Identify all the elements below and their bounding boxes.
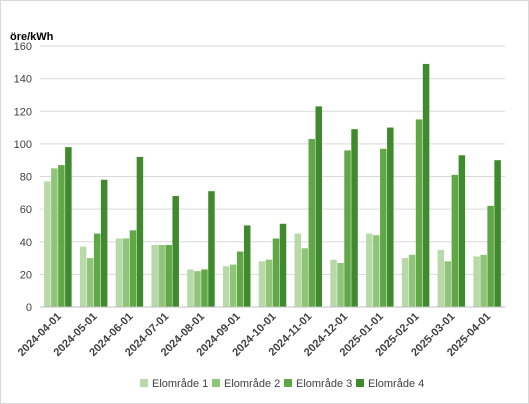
bar <box>301 248 309 307</box>
bar <box>243 225 251 307</box>
bar <box>308 138 316 307</box>
bar <box>44 181 51 307</box>
y-axis-ticks: 0 20 40 60 80 100 120 140 160 <box>14 41 32 314</box>
legend-label: Elområde 3 <box>296 378 352 390</box>
bar <box>458 155 466 307</box>
bar <box>201 269 208 307</box>
bar <box>115 238 123 307</box>
bar <box>187 269 194 307</box>
bar <box>51 168 58 307</box>
legend-label: Elområde 4 <box>368 378 424 390</box>
y-axis-title: öre/kWh <box>10 31 54 43</box>
bar <box>487 205 494 307</box>
bar <box>229 264 237 307</box>
legend-label: Elområde 2 <box>224 378 280 390</box>
legend-label: Elområde 1 <box>152 378 208 390</box>
bar <box>222 266 230 307</box>
bar <box>330 259 337 307</box>
bars <box>40 63 505 308</box>
y-tick-label: 40 <box>20 237 32 249</box>
bar <box>451 174 459 307</box>
y-tick-label: 120 <box>14 106 32 118</box>
bar <box>93 233 101 307</box>
legend-swatch <box>356 379 364 387</box>
bar <box>437 249 445 307</box>
bar <box>415 119 423 307</box>
bar <box>480 254 487 307</box>
bar <box>258 261 266 307</box>
bar <box>194 271 201 307</box>
bar <box>151 245 158 307</box>
bar <box>408 254 416 307</box>
bar <box>165 245 172 307</box>
bar <box>387 127 394 307</box>
bar <box>100 179 108 307</box>
bar <box>444 261 452 307</box>
bar <box>344 150 351 307</box>
y-tick-label: 80 <box>20 172 32 184</box>
gridlines <box>40 45 505 308</box>
bar <box>208 191 215 307</box>
bar <box>373 235 380 307</box>
bar <box>351 129 358 307</box>
bar <box>294 233 302 307</box>
y-tick-label: 60 <box>20 204 32 216</box>
bar <box>172 196 179 307</box>
bar <box>58 165 65 307</box>
bar <box>129 230 137 307</box>
bar <box>79 246 87 307</box>
y-tick-label: 160 <box>14 41 32 53</box>
bar <box>401 258 409 307</box>
bar <box>315 106 323 307</box>
bar <box>136 156 144 307</box>
bar <box>279 223 287 307</box>
bar <box>337 262 344 307</box>
bar <box>272 238 280 307</box>
legend-swatch <box>140 379 148 387</box>
bar <box>265 259 273 307</box>
legend-swatch <box>212 379 220 387</box>
bar <box>158 245 165 307</box>
bar <box>473 256 480 307</box>
legend: Elområde 1 Elområde 2 Elområde 3 Elområde 4 <box>140 378 424 390</box>
bar <box>86 258 94 307</box>
y-tick-label: 0 <box>26 302 32 314</box>
bar <box>366 233 373 307</box>
bar <box>122 238 130 307</box>
legend-swatch <box>284 379 292 387</box>
bar <box>422 63 430 307</box>
bar <box>494 160 501 307</box>
bar <box>380 148 387 307</box>
bar <box>65 147 72 307</box>
y-tick-label: 140 <box>14 74 32 86</box>
y-tick-label: 20 <box>20 269 32 281</box>
y-tick-label: 100 <box>14 139 32 151</box>
x-axis-ticks: 2024-04-012024-05-012024-06-012024-07-01… <box>16 311 494 359</box>
bar <box>236 251 244 307</box>
